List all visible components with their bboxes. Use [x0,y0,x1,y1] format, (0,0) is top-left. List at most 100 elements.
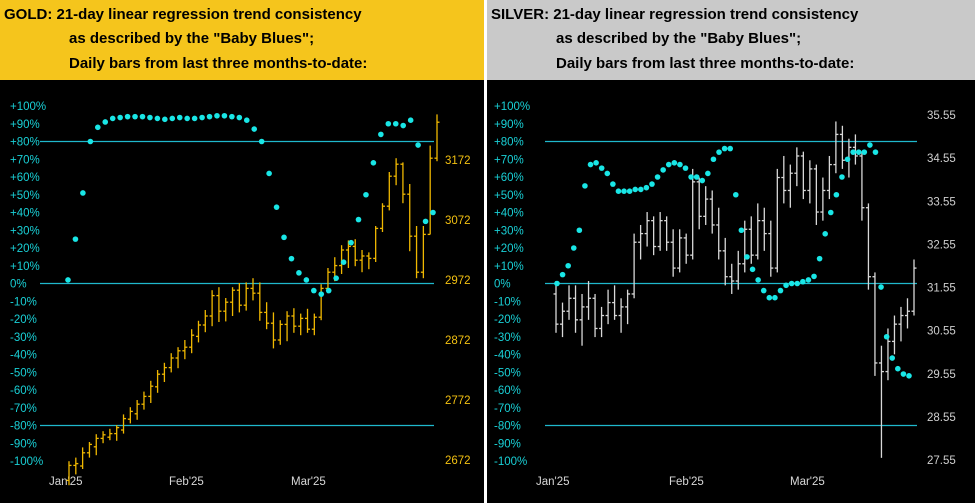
silver-left-tick-label: -10% [494,296,521,308]
gold-price-bar [311,313,317,336]
gold-price-bar [277,320,283,345]
gold-price-bar [243,282,249,311]
gold-baby-blue-dot [132,113,138,120]
silver-price-bar [657,212,663,251]
gold-baby-blue-dot [162,116,168,123]
silver-left-tick-label: +10% [494,261,524,273]
gold-left-tick-label: +10% [10,261,40,273]
gold-price-bar [86,442,92,458]
silver-baby-blue-dot [665,161,672,168]
gold-price-bar [379,203,385,232]
silver-price-bar [820,177,826,221]
silver-baby-blue-dot [822,231,828,237]
gold-price-bar [257,282,263,321]
gold-baby-blue-dot [243,117,250,123]
silver-baby-blue-dot [626,188,633,194]
silver-price-bar [586,281,592,320]
gold-price-bar [366,252,372,270]
gold-price-bar [434,114,440,162]
silver-baby-blue-dot [699,177,706,184]
gold-price-bar [141,391,147,410]
silver-baby-blue-dot [861,149,868,155]
gold-plot-area: +100% +90% +80% +70% +60% +50% +40% +30% +20% +10… [0,80,484,503]
gold-price-bar [195,320,201,343]
silver-baby-blue-dot [565,262,571,269]
gold-price-bar [216,287,222,322]
gold-price-bar [284,311,290,342]
silver-price-bar [755,203,761,260]
silver-month-label: Jan'25 [536,476,570,488]
gold-price-bar [414,226,420,279]
silver-price-bar [761,207,767,251]
gold-baby-blue-dot [154,115,161,122]
silver-price-bar [787,164,793,208]
gold-baby-blue-dot [266,170,272,177]
gold-baby-blue-dot [303,277,310,283]
gold-right-tick-label: 2672 [445,455,471,467]
silver-price-bar [839,125,845,169]
silver-baby-blue-dot [649,181,655,187]
silver-left-tick-label: +50% [494,190,524,202]
gold-baby-blue-dot [363,191,369,198]
gold-baby-blue-dot [206,113,213,120]
gold-left-tick-label: -100% [10,456,43,468]
silver-price-bar [898,306,904,342]
silver-left-tick-label: +100% [494,101,530,113]
gold-baby-blue-dot [65,277,71,283]
silver-right-tick-label: 27.55 [927,455,956,467]
gold-baby-blue-dot [333,275,339,281]
gold-baby-blue-dot [370,160,377,166]
silver-baby-blue-dot [710,156,717,163]
gold-price-bar [264,302,270,330]
gold-baby-blue-dot [378,131,384,138]
gold-price-bar [66,461,72,486]
silver-price-bar [865,203,871,290]
gold-baby-blue-dot [311,287,317,294]
gold-baby-blue-dot [102,119,109,125]
silver-baby-blue-dot [570,245,577,251]
silver-right-tick-label: 35.55 [927,110,956,122]
silver-baby-blue-dot [554,280,560,287]
gold-baby-blue-dot [400,122,407,129]
gold-price-bar [223,298,229,322]
gold-baby-blue-dot [318,291,325,297]
gold-left-tick-label: -30% [10,332,37,344]
silver-left-tick-label: +20% [494,243,524,255]
gold-left-tick-label: 0% [10,279,27,291]
gold-left-tick-label: +40% [10,208,40,220]
silver-baby-blue-dot [738,227,745,234]
silver-left-tick-label: +60% [494,172,524,184]
silver-price-bar [670,229,676,277]
gold-left-tick-label: +80% [10,137,40,149]
gold-baby-blue-dot [80,190,86,196]
gold-baby-blue-dot [385,120,392,127]
gold-price-bar [386,172,392,211]
gold-baby-blue-dot [258,138,265,145]
silver-baby-blue-dot [783,282,789,289]
gold-right-tick-label: 3172 [445,155,471,167]
gold-baby-blue-dot [221,112,228,119]
silver-header-line-3: Daily bars from last three months-to-dat… [556,55,855,72]
silver-baby-blue-dot [772,294,778,301]
gold-price-bar [291,308,297,333]
silver-baby-blue-dot [716,149,722,155]
gold-right-tick-label: 2872 [445,335,471,347]
silver-left-tick-label: -40% [494,350,521,362]
silver-plot-area: +100% +90% +80% +70% +60% +50% +40% +30% +20% +10… [487,80,975,503]
silver-left-tick-label: -90% [494,438,521,450]
gold-price-bar [107,428,113,441]
gold-date-label: Through Fri, 11 Apr, '25 [208,89,363,105]
silver-baby-blue-dot [677,161,683,168]
gold-left-tick-label: -90% [10,438,37,450]
silver-baby-blue-dot [766,294,773,301]
silver-left-tick-label: -70% [494,403,521,415]
gold-price-bar [209,290,215,327]
silver-right-tick-label: 29.55 [927,369,956,381]
gold-baby-blue-dot [184,115,190,122]
gold-price-bar [318,284,324,321]
gold-left-tick-label: -50% [10,367,37,379]
gold-month-label: Jan'25 [49,476,83,488]
gold-baby-blue-dot [72,236,79,242]
silver-price-bar [768,220,774,277]
silver-baby-blue-dot [805,277,812,283]
